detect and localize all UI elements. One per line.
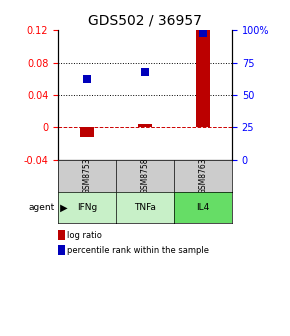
Point <box>201 30 205 36</box>
Point <box>85 77 89 82</box>
Text: GSM8753: GSM8753 <box>82 157 92 194</box>
Text: ▶: ▶ <box>57 203 67 212</box>
Point <box>143 69 147 74</box>
Title: GDS502 / 36957: GDS502 / 36957 <box>88 14 202 28</box>
Text: IL4: IL4 <box>196 203 210 212</box>
Bar <box>138 124 152 127</box>
Text: percentile rank within the sample: percentile rank within the sample <box>67 246 209 255</box>
Bar <box>80 127 94 137</box>
Text: IFNg: IFNg <box>77 203 97 212</box>
Text: GSM8758: GSM8758 <box>140 157 150 194</box>
Text: log ratio: log ratio <box>67 231 102 240</box>
Text: TNFa: TNFa <box>134 203 156 212</box>
Text: GSM8763: GSM8763 <box>198 157 208 194</box>
Text: agent: agent <box>29 203 55 212</box>
Bar <box>196 30 210 127</box>
